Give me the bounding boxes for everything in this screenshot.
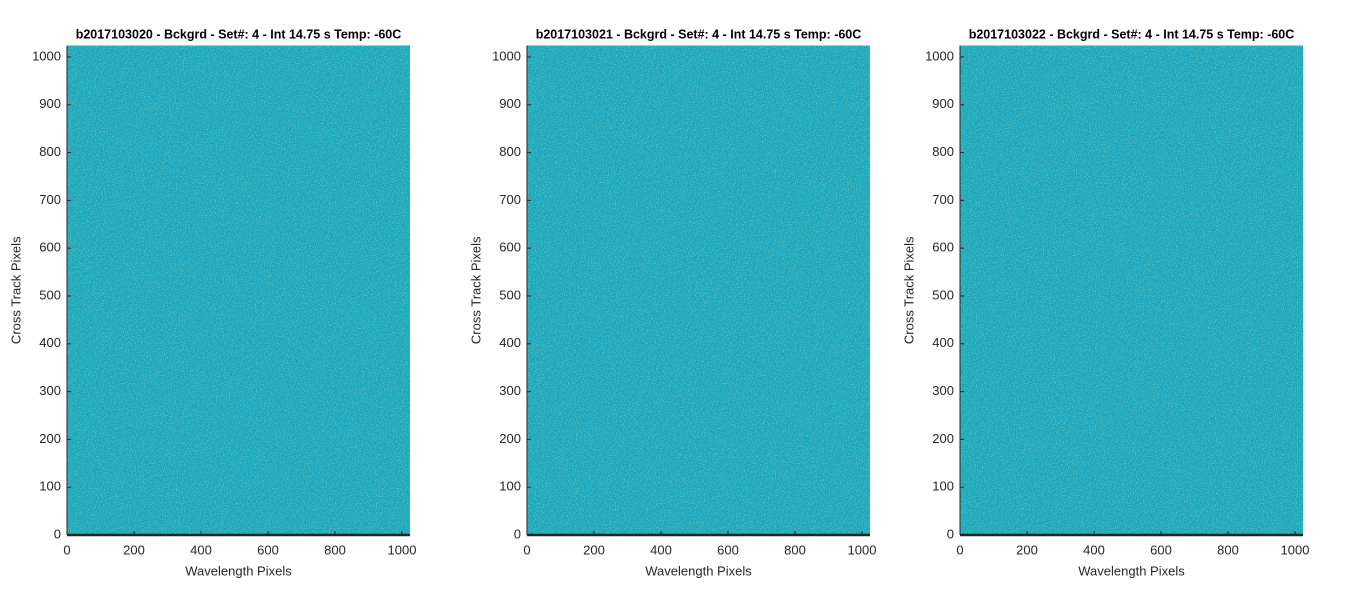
x-tick-label: 400 bbox=[650, 542, 672, 557]
chart-title: b2017103022 - Bckgrd - Set#: 4 - Int 14.… bbox=[969, 27, 1295, 41]
y-tick-label: 600 bbox=[499, 240, 521, 255]
x-tick-label: 800 bbox=[1217, 542, 1239, 557]
y-tick-label: 1000 bbox=[32, 48, 61, 63]
y-tick-label: 100 bbox=[39, 479, 61, 494]
y-tick-label: 0 bbox=[514, 526, 521, 541]
y-tick-label: 100 bbox=[932, 479, 954, 494]
x-axis-label: Wavelength Pixels bbox=[645, 563, 752, 578]
y-tick-label: 200 bbox=[932, 431, 954, 446]
y-tick-label: 400 bbox=[499, 335, 521, 350]
x-tick-label: 600 bbox=[717, 542, 739, 557]
x-tick-label: 200 bbox=[123, 542, 145, 557]
y-axis-label: Cross Track Pixels bbox=[8, 236, 23, 344]
y-tick-label: 800 bbox=[39, 144, 61, 159]
y-axis-label: Cross Track Pixels bbox=[901, 236, 916, 344]
y-tick-label: 600 bbox=[39, 240, 61, 255]
x-tick-label: 200 bbox=[1016, 542, 1038, 557]
y-tick-label: 1000 bbox=[925, 48, 954, 63]
heatmap-speckle bbox=[960, 45, 1303, 535]
y-tick-label: 0 bbox=[947, 526, 954, 541]
y-tick-label: 600 bbox=[932, 240, 954, 255]
x-tick-label: 800 bbox=[324, 542, 346, 557]
y-tick-label: 900 bbox=[499, 96, 521, 111]
x-tick-label: 200 bbox=[583, 542, 605, 557]
y-tick-label: 900 bbox=[932, 96, 954, 111]
y-tick-label: 500 bbox=[499, 287, 521, 302]
y-tick-label: 500 bbox=[39, 287, 61, 302]
y-tick-label: 800 bbox=[499, 144, 521, 159]
y-tick-label: 300 bbox=[39, 383, 61, 398]
y-tick-label: 400 bbox=[39, 335, 61, 350]
y-tick-label: 200 bbox=[39, 431, 61, 446]
x-tick-label: 1000 bbox=[1281, 542, 1310, 557]
y-tick-label: 300 bbox=[499, 383, 521, 398]
y-tick-label: 500 bbox=[932, 287, 954, 302]
y-tick-label: 700 bbox=[932, 192, 954, 207]
y-tick-label: 700 bbox=[499, 192, 521, 207]
y-tick-label: 700 bbox=[39, 192, 61, 207]
heatmap-speckle bbox=[67, 45, 410, 535]
x-tick-label: 1000 bbox=[388, 542, 417, 557]
x-tick-label: 800 bbox=[784, 542, 806, 557]
y-tick-label: 200 bbox=[499, 431, 521, 446]
y-tick-label: 1000 bbox=[492, 48, 521, 63]
x-tick-label: 0 bbox=[523, 542, 530, 557]
x-tick-label: 0 bbox=[63, 542, 70, 557]
y-tick-label: 800 bbox=[932, 144, 954, 159]
x-axis-label: Wavelength Pixels bbox=[1078, 563, 1185, 578]
chart-title: b2017103020 - Bckgrd - Set#: 4 - Int 14.… bbox=[76, 27, 402, 41]
x-tick-label: 0 bbox=[956, 542, 963, 557]
x-tick-label: 400 bbox=[190, 542, 212, 557]
x-tick-label: 600 bbox=[257, 542, 279, 557]
y-tick-label: 400 bbox=[932, 335, 954, 350]
y-axis-label: Cross Track Pixels bbox=[468, 236, 483, 344]
y-tick-label: 0 bbox=[54, 526, 61, 541]
x-tick-label: 600 bbox=[1150, 542, 1172, 557]
y-tick-label: 900 bbox=[39, 96, 61, 111]
y-tick-label: 100 bbox=[499, 479, 521, 494]
x-tick-label: 1000 bbox=[848, 542, 877, 557]
x-tick-label: 400 bbox=[1083, 542, 1105, 557]
x-axis-label: Wavelength Pixels bbox=[185, 563, 292, 578]
heatmap-speckle bbox=[527, 45, 870, 535]
y-tick-label: 300 bbox=[932, 383, 954, 398]
chart-title: b2017103021 - Bckgrd - Set#: 4 - Int 14.… bbox=[536, 27, 862, 41]
